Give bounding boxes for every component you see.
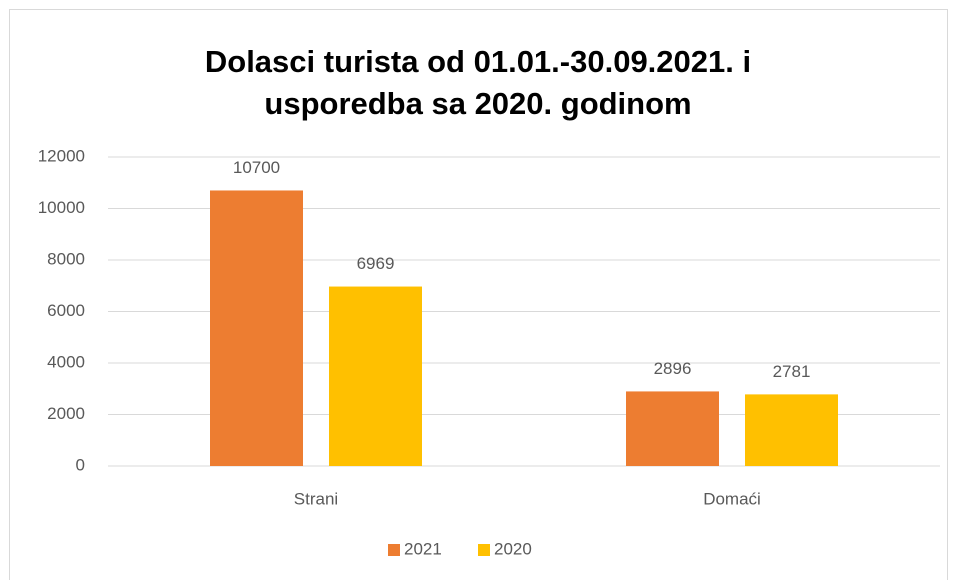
- legend-label: 2021: [404, 539, 442, 558]
- bar: [745, 394, 838, 466]
- data-label: 10700: [233, 158, 280, 177]
- data-label: 2896: [654, 359, 692, 378]
- y-tick-label: 0: [76, 455, 85, 474]
- legend-label: 2020: [494, 539, 532, 558]
- data-label: 6969: [357, 254, 395, 273]
- bar: [626, 391, 719, 466]
- x-tick-label: Strani: [294, 489, 338, 508]
- bar: [210, 190, 303, 466]
- y-tick-label: 4000: [47, 352, 85, 371]
- chart-border: [9, 9, 948, 580]
- y-tick-label: 8000: [47, 249, 85, 268]
- y-tick-label: 2000: [47, 404, 85, 423]
- y-tick-label: 12000: [38, 146, 85, 165]
- legend-swatch: [388, 544, 400, 556]
- legend-swatch: [478, 544, 490, 556]
- y-tick-label: 10000: [38, 198, 85, 217]
- data-label: 2781: [773, 362, 811, 381]
- chart-title: usporedba sa 2020. godinom: [264, 86, 691, 121]
- x-tick-label: Domaći: [703, 489, 761, 508]
- chart-title: Dolasci turista od 01.01.-30.09.2021. i: [205, 44, 751, 79]
- bar: [329, 286, 422, 466]
- y-tick-label: 6000: [47, 301, 85, 320]
